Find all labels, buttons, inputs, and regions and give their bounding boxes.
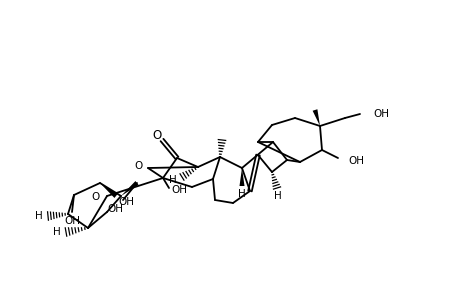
Text: OH: OH bbox=[372, 109, 388, 119]
Text: H: H bbox=[238, 189, 246, 199]
Text: O: O bbox=[134, 161, 143, 171]
Text: O: O bbox=[91, 192, 100, 202]
Text: OH: OH bbox=[64, 216, 80, 226]
Text: H: H bbox=[274, 191, 281, 201]
Text: OH: OH bbox=[347, 156, 363, 166]
Text: OH: OH bbox=[107, 204, 123, 214]
Text: H: H bbox=[35, 211, 43, 221]
Polygon shape bbox=[239, 168, 244, 186]
Polygon shape bbox=[312, 109, 319, 126]
Text: OH: OH bbox=[118, 197, 134, 207]
Polygon shape bbox=[121, 181, 138, 196]
Polygon shape bbox=[100, 183, 118, 198]
Text: O: O bbox=[152, 128, 161, 142]
Text: H: H bbox=[169, 175, 177, 185]
Text: H: H bbox=[53, 227, 61, 237]
Text: OH: OH bbox=[171, 185, 187, 195]
